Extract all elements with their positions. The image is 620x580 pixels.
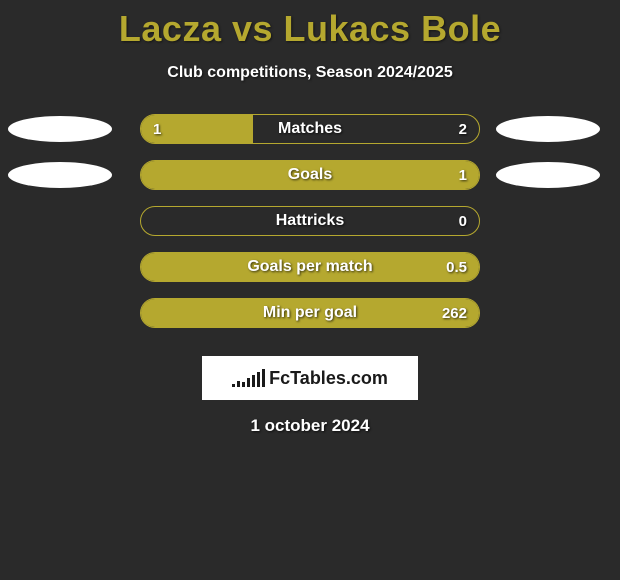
logo: FcTables.com [232,368,388,389]
logo-bar-icon [252,375,255,387]
bar-value-right: 1 [459,161,467,189]
bar-value-right: 262 [442,299,467,327]
bar-label: Hattricks [141,207,479,235]
stat-row: Matches1 2 [0,114,620,160]
logo-bar-icon [237,381,240,387]
logo-bar-icon [257,372,260,387]
bar-label: Min per goal [141,299,479,327]
comparison-chart: Matches12Goals1Hattricks0Goals per match… [0,114,620,344]
bar-value-right: 2 [459,115,467,143]
page-title: Lacza vs Lukacs Bole [0,0,620,50]
logo-text: FcTables.com [269,368,388,389]
bar-value-right: 0 [459,207,467,235]
bar-track: Min per goal262 [140,298,480,328]
bar-value-right: 0.5 [446,253,467,281]
logo-bar-icon [232,384,235,387]
logo-bars-icon [232,369,265,387]
bar-track: Hattricks0 [140,206,480,236]
player-left-badge [8,116,112,142]
subtitle: Club competitions, Season 2024/2025 [0,64,620,82]
stat-row: Goals per match0.5 [0,252,620,298]
bar-value-left: 1 [153,115,161,143]
player-right-badge [496,162,600,188]
bar-label: Goals [141,161,479,189]
stat-row: Min per goal262 [0,298,620,344]
stat-row: Hattricks0 [0,206,620,252]
logo-bar-icon [247,378,250,387]
bar-label: Goals per match [141,253,479,281]
bar-track: Matches1 2 [140,114,480,144]
date-label: 1 october 2024 [0,416,620,436]
stat-row: Goals1 [0,160,620,206]
bar-label: Matches [141,115,479,143]
logo-box: FcTables.com [202,356,418,400]
logo-bar-icon [262,369,265,387]
bar-track: Goals1 [140,160,480,190]
player-left-badge [8,162,112,188]
player-right-badge [496,116,600,142]
logo-bar-icon [242,382,245,387]
bar-track: Goals per match0.5 [140,252,480,282]
